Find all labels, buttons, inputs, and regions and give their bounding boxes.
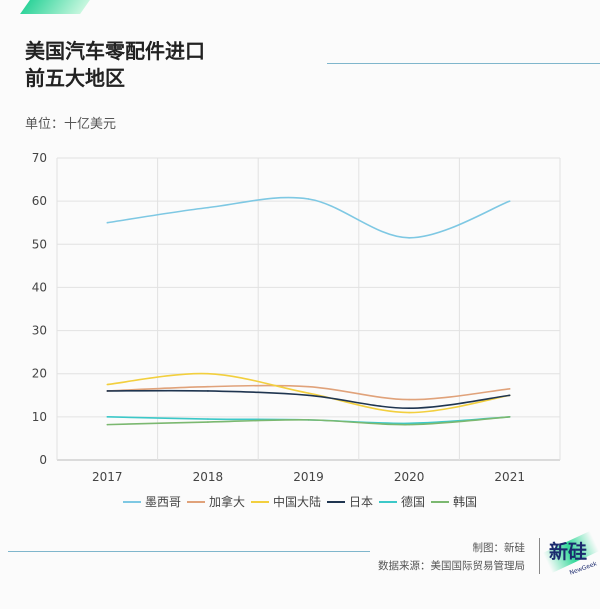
data-point [207, 390, 209, 392]
legend-label: 加拿大 [208, 495, 245, 509]
data-point [408, 411, 410, 414]
divider [8, 551, 370, 552]
legend-item: 墨西哥 [122, 493, 181, 510]
legend-swatch [327, 500, 345, 503]
credits: 制图：新硅 数据来源：美国国际贸易管理局 [378, 539, 525, 575]
legend-item: 韩国 [431, 493, 477, 510]
credit-text: 制图：新硅 [472, 542, 526, 554]
legend-label: 墨西哥 [144, 495, 181, 509]
legend-item: 日本 [327, 493, 373, 510]
data-point [307, 385, 310, 388]
data-point [106, 416, 109, 418]
legend-item: 加拿大 [186, 493, 245, 510]
y-tick-label: 0 [39, 453, 47, 467]
data-point [307, 392, 310, 394]
data-point [508, 394, 511, 397]
legend-swatch [379, 500, 398, 503]
legend-label: 韩国 [453, 495, 478, 509]
data-point [408, 422, 410, 425]
data-point [307, 419, 310, 421]
legend-swatch [250, 500, 269, 503]
y-tick-label: 40 [32, 280, 47, 294]
x-tick-label: 2018 [193, 470, 224, 484]
title-line-1: 美国汽车零配件进口 [25, 39, 205, 63]
data-point [508, 416, 511, 418]
legend-swatch [122, 500, 141, 503]
data-point [408, 407, 410, 410]
data-point [408, 237, 410, 239]
legend-item: 德国 [379, 493, 425, 510]
series-line-0 [107, 196, 510, 239]
divider [327, 63, 600, 64]
source-text: 数据来源：美国国际贸易管理局 [378, 560, 525, 572]
data-point [106, 423, 109, 426]
legend-label: 德国 [401, 495, 426, 509]
divider [539, 538, 540, 574]
unit-label: 单位：十亿美元 [25, 117, 117, 132]
legend-swatch [186, 500, 205, 503]
y-tick-label: 50 [32, 237, 47, 251]
x-tick-label: 2019 [293, 470, 324, 484]
chart-title: 美国汽车零配件进口 前五大地区 [25, 38, 205, 92]
logo-text: 新硅 [549, 541, 588, 563]
data-point [408, 423, 410, 426]
y-tick-label: 60 [32, 194, 47, 208]
y-tick-label: 20 [32, 367, 47, 381]
data-point [207, 385, 209, 388]
data-point [408, 398, 410, 401]
data-point [207, 421, 209, 423]
y-tick-label: 30 [32, 324, 47, 338]
data-point [207, 418, 209, 420]
data-point [307, 198, 310, 200]
legend-label: 日本 [349, 495, 374, 509]
y-tick-label: 10 [32, 410, 47, 424]
data-point [106, 390, 109, 392]
data-point [207, 206, 209, 209]
data-point [307, 394, 310, 397]
y-tick-label: 70 [32, 151, 47, 165]
data-point [106, 383, 109, 386]
legend: 墨西哥 加拿大 中国大陆 日本 德国 韩国 [0, 493, 600, 510]
newgeek-logo: 新硅 NewGeek [542, 531, 600, 579]
legend-swatch [431, 500, 450, 503]
x-tick-label: 2021 [494, 470, 525, 484]
legend-item: 中国大陆 [250, 493, 321, 510]
x-tick-label: 2017 [92, 470, 123, 484]
data-point [508, 200, 511, 202]
data-point [106, 221, 109, 224]
legend-label: 中国大陆 [272, 495, 321, 509]
data-point [207, 372, 209, 375]
data-point [508, 388, 511, 390]
x-tick-label: 2020 [394, 470, 425, 484]
title-line-2: 前五大地区 [25, 66, 125, 90]
